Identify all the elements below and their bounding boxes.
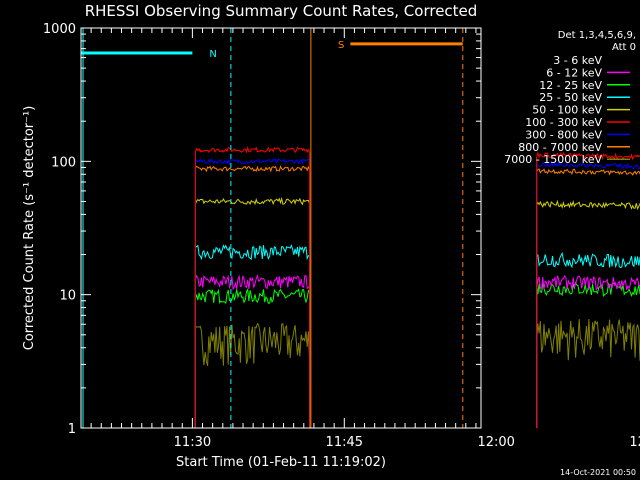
x-tick-label: 12:15	[629, 435, 640, 450]
series-100-300-kev-seg1	[194, 146, 311, 429]
series-100-300-kev-seg2	[536, 151, 640, 428]
series-25-50-kev-seg1	[194, 244, 311, 429]
marker-n-label: N	[209, 49, 216, 60]
legend-entry-label: 6 - 12 keV	[546, 66, 602, 79]
legend-entry-label: 3 - 6 keV	[553, 54, 602, 67]
observation-markers: NSF	[81, 28, 464, 428]
series-800-7000-kev-seg2	[536, 168, 640, 428]
series-3-6-kev-seg1	[194, 363, 311, 429]
series-6-12-kev-seg2	[536, 274, 640, 428]
series-300-800-kev-seg1	[194, 157, 311, 429]
series-12-25-kev-seg2	[536, 281, 640, 428]
y-tick-label: 10	[59, 289, 76, 304]
legend-entry-label: 7000 - 15000 keV	[504, 153, 602, 166]
plot-frame	[80, 27, 482, 429]
series-7000-15000-kev-seg1	[194, 322, 311, 429]
series-300-800-kev-seg2	[536, 160, 640, 428]
legend-entry-label: 25 - 50 keV	[539, 91, 602, 104]
x-axis-label: Start Time (01-Feb-11 11:19:02)	[176, 455, 386, 470]
series-25-50-kev-seg2	[536, 251, 640, 428]
series-800-7000-kev-seg1	[194, 165, 311, 429]
x-tick-label: 12:00	[477, 435, 514, 450]
y-tick-label: 100	[51, 155, 76, 170]
legend-header-line: Att 0	[612, 42, 636, 53]
y-axis-label: Corrected Count Rate (s⁻¹ detector⁻¹)	[22, 106, 37, 351]
marker-s-label: S	[338, 40, 344, 51]
legend-entry-label: 12 - 25 keV	[539, 79, 602, 92]
timestamp-footer: 14-Oct-2021 00:50	[560, 468, 636, 477]
series-50-100-kev-seg1	[194, 196, 311, 429]
legend-entry-label: 300 - 800 keV	[525, 128, 602, 141]
y-tick-label: 1	[68, 422, 76, 437]
legend-entry-label: 50 - 100 keV	[532, 104, 602, 117]
x-tick-label: 11:45	[326, 435, 363, 450]
legend-header-line: Det 1,3,4,5,6,9,	[558, 30, 636, 41]
series-3-6-kev-seg2	[536, 363, 640, 428]
x-tick-label: 11:30	[174, 435, 211, 450]
chart-title: RHESSI Observing Summary Count Rates, Co…	[85, 2, 478, 20]
series-50-100-kev-seg2	[536, 199, 640, 428]
series-12-25-kev-seg1	[194, 288, 311, 429]
legend-entry-label: 800 - 7000 keV	[518, 141, 602, 154]
y-tick-label: 1000	[43, 22, 76, 37]
series-7000-15000-kev-seg2	[536, 318, 640, 428]
series-6-12-kev-seg1	[194, 273, 311, 429]
legend-entry-label: 100 - 300 keV	[525, 116, 602, 129]
data-layer	[194, 146, 640, 429]
